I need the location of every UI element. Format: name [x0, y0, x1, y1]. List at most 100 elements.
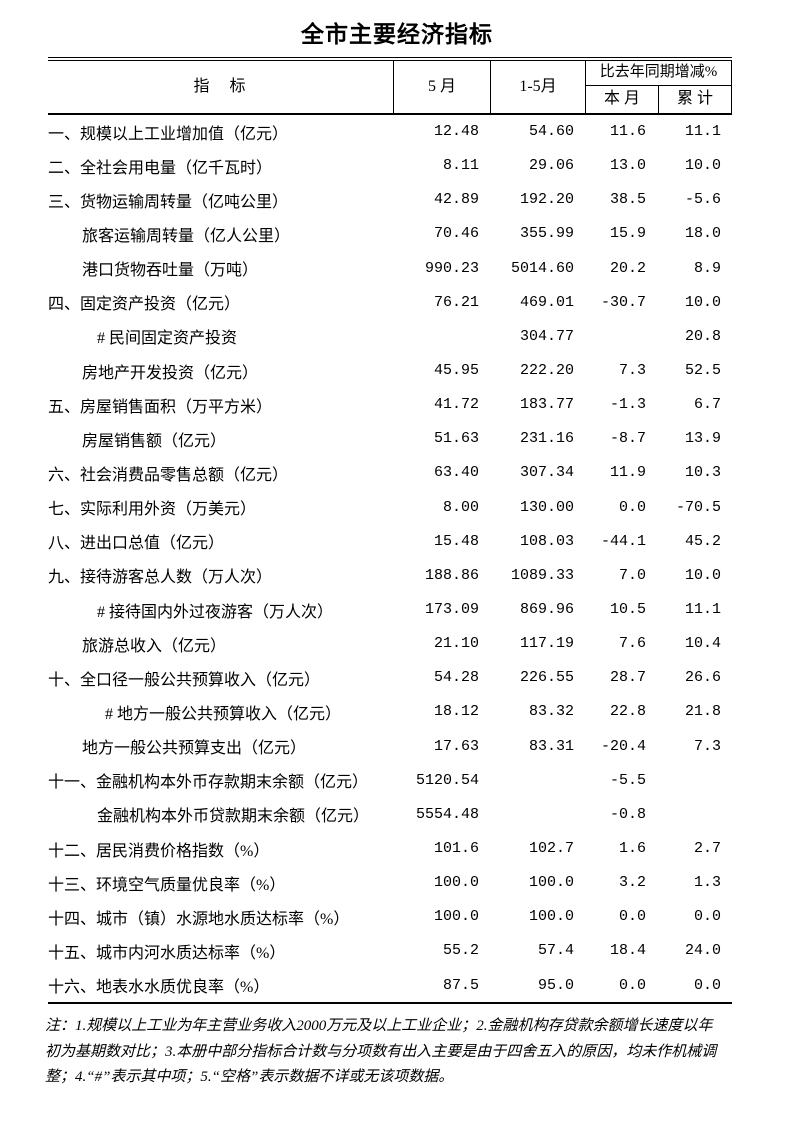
- value-yoy-cumulative: 13.9: [684, 430, 721, 448]
- value-yoy-this-month: -8.7: [609, 430, 646, 448]
- value-may: 12.48: [433, 123, 479, 141]
- value-may: 51.63: [433, 430, 479, 448]
- col-header-cumulative: 累 计: [658, 85, 731, 113]
- value-yoy-cumulative: 2.7: [693, 840, 721, 858]
- value-yoy-this-month: 22.8: [609, 703, 646, 721]
- table-row: # 接待国内外过夜游客（万人次） 173.09 869.96 10.5 11.1: [48, 592, 732, 626]
- value-yoy-cumulative: 21.8: [684, 703, 721, 721]
- indicator-label: 旅客运输周转量（亿人公里）: [82, 227, 291, 245]
- value-may: 76.21: [433, 293, 479, 311]
- indicator-label: 五、房屋销售面积（万平方米）: [48, 398, 273, 416]
- footnote-line: 整；4.“#”表示其中项；5.“空格”表示数据不详或无该项数据。: [45, 1069, 454, 1085]
- value-may: 21.10: [433, 635, 479, 653]
- indicator-label: 六、社会消费品零售总额（亿元）: [48, 466, 289, 484]
- value-jan-may: 100.0: [528, 874, 574, 892]
- value-yoy-this-month: 7.0: [618, 566, 646, 584]
- value-jan-may: 83.32: [528, 703, 574, 721]
- value-yoy-this-month: 11.9: [609, 464, 646, 482]
- indicator-label: 二、全社会用电量（亿千瓦时）: [48, 159, 273, 177]
- value-jan-may: 29.06: [528, 157, 574, 175]
- value-may: 41.72: [433, 396, 479, 414]
- value-may: 5554.48: [415, 805, 479, 823]
- table-row: 旅客运输周转量（亿人公里） 70.46 355.99 15.9 18.0: [48, 217, 732, 251]
- table-row: 十六、地表水水质优良率（%） 87.5 95.0 0.0 0.0: [48, 968, 732, 1002]
- value-yoy-this-month: -20.4: [600, 737, 646, 755]
- value-jan-may: 95.0: [537, 976, 574, 994]
- value-may: 188.86: [424, 566, 479, 584]
- table-row: 港口货物吞吐量（万吨） 990.23 5014.60 20.2 8.9: [48, 251, 732, 285]
- indicator-label: 三、货物运输周转量（亿吨公里）: [48, 193, 289, 211]
- value-yoy-cumulative: 45.2: [684, 532, 721, 550]
- value-yoy-cumulative: 8.9: [693, 259, 721, 277]
- table-header: 指 标 5 月 1-5月 比去年同期增减% 本 月 累 计: [48, 60, 732, 115]
- value-yoy-this-month: -0.8: [609, 805, 646, 823]
- table-body: 一、规模以上工业增加值（亿元） 12.48 54.60 11.6 11.1 二、全社会用电…: [48, 115, 732, 1005]
- value-yoy-cumulative: 26.6: [684, 669, 721, 687]
- value-may: 173.09: [424, 601, 479, 619]
- table-row: 十、全口径一般公共预算收入（亿元） 54.28 226.55 28.7 26.6: [48, 661, 732, 695]
- value-may: 100.0: [433, 908, 479, 926]
- col-header-may: 5 月: [393, 60, 490, 113]
- value-yoy-cumulative: 10.0: [684, 566, 721, 584]
- indicator-label: 十二、居民消费价格指数（%）: [48, 842, 270, 860]
- indicator-label: 八、进出口总值（亿元）: [48, 535, 225, 553]
- value-yoy-this-month: 3.2: [618, 874, 646, 892]
- value-may: 101.6: [433, 840, 479, 858]
- value-jan-may: 5014.60: [510, 259, 574, 277]
- table-row: 地方一般公共预算支出（亿元） 17.63 83.31 -20.4 7.3: [48, 729, 732, 763]
- table-row: 三、货物运输周转量（亿吨公里） 42.89 192.20 38.5 -5.6: [48, 183, 732, 217]
- table-row: 二、全社会用电量（亿千瓦时） 8.11 29.06 13.0 10.0: [48, 149, 732, 183]
- col-header-indicator: 指 标: [193, 77, 248, 95]
- page-title: 全市主要经济指标: [301, 21, 493, 47]
- value-yoy-cumulative: 0.0: [693, 908, 721, 926]
- value-yoy-cumulative: 0.0: [693, 976, 721, 994]
- indicator-label: # 民间固定资产投资: [97, 330, 238, 348]
- indicator-label: 房地产开发投资（亿元）: [82, 364, 259, 382]
- col-group-yoy-change: 比去年同期增减% 本 月 累 计: [585, 60, 732, 113]
- table-row: 十五、城市内河水质达标率（%） 55.2 57.4 18.4 24.0: [48, 934, 732, 968]
- table-row: 房屋销售额（亿元） 51.63 231.16 -8.7 13.9: [48, 422, 732, 456]
- economic-indicators-table: 指 标 5 月 1-5月 比去年同期增减% 本 月 累 计 一、规模以上工业增加…: [48, 57, 732, 1005]
- value-yoy-this-month: -5.5: [609, 771, 646, 789]
- value-jan-may: 54.60: [528, 123, 574, 141]
- value-yoy-this-month: 38.5: [609, 191, 646, 209]
- table-row: 七、实际利用外资（万美元） 8.00 130.00 0.0 -70.5: [48, 490, 732, 524]
- table-row: 十三、环境空气质量优良率（%） 100.0 100.0 3.2 1.3: [48, 866, 732, 900]
- value-may: 8.00: [442, 498, 479, 516]
- col-header-yoy-change: 比去年同期增减%: [586, 61, 731, 86]
- indicator-label: 金融机构本外币贷款期末余额（亿元）: [97, 808, 370, 826]
- value-yoy-this-month: 20.2: [609, 259, 646, 277]
- footnote-line: 初为基期数对比；3.本册中部分指标合计数与分项数有出入主要是由于四舍五入的原因，…: [45, 1043, 717, 1060]
- table-row: 五、房屋销售面积（万平方米） 41.72 183.77 -1.3 6.7: [48, 388, 732, 422]
- indicator-label: 十五、城市内河水质达标率（%）: [48, 944, 286, 962]
- footnote-line: 注：1.规模以上工业为年主营业务收入2000万元及以上工业企业；2.金融机构存贷…: [45, 1018, 713, 1034]
- table-row: # 地方一般公共预算收入（亿元） 18.12 83.32 22.8 21.8: [48, 695, 732, 729]
- value-jan-may: 57.4: [537, 942, 574, 960]
- indicator-label: 一、规模以上工业增加值（亿元）: [48, 125, 289, 143]
- value-may: 8.11: [442, 157, 479, 175]
- value-jan-may: 117.19: [519, 635, 574, 653]
- value-yoy-this-month: 7.3: [618, 362, 646, 380]
- indicator-label: # 接待国内外过夜游客（万人次）: [97, 603, 334, 621]
- indicator-label: 十三、环境空气质量优良率（%）: [48, 876, 286, 894]
- table-row: # 民间固定资产投资 304.77 20.8: [48, 319, 732, 353]
- table-row: 六、社会消费品零售总额（亿元） 63.40 307.34 11.9 10.3: [48, 456, 732, 490]
- value-may: 17.63: [433, 737, 479, 755]
- value-yoy-this-month: -1.3: [609, 396, 646, 414]
- value-yoy-cumulative: 18.0: [684, 225, 721, 243]
- indicator-label: 十六、地表水水质优良率（%）: [48, 979, 270, 997]
- value-may: 63.40: [433, 464, 479, 482]
- table-top-double-rule: [48, 57, 732, 61]
- indicator-label: 港口货物吞吐量（万吨）: [82, 262, 259, 280]
- table-row: 九、接待游客总人数（万人次） 188.86 1089.33 7.0 10.0: [48, 558, 732, 592]
- value-yoy-cumulative: 11.1: [684, 601, 721, 619]
- value-yoy-this-month: 1.6: [618, 840, 646, 858]
- footnote: 注：1.规模以上工业为年主营业务收入2000万元及以上工业企业；2.金融机构存贷…: [45, 1014, 759, 1091]
- value-yoy-this-month: 7.6: [618, 635, 646, 653]
- value-yoy-cumulative: 1.3: [693, 874, 721, 892]
- value-may: 87.5: [442, 976, 479, 994]
- value-yoy-this-month: 18.4: [609, 942, 646, 960]
- col-header-jan-may: 1-5月: [490, 60, 585, 113]
- value-may: 70.46: [433, 225, 479, 243]
